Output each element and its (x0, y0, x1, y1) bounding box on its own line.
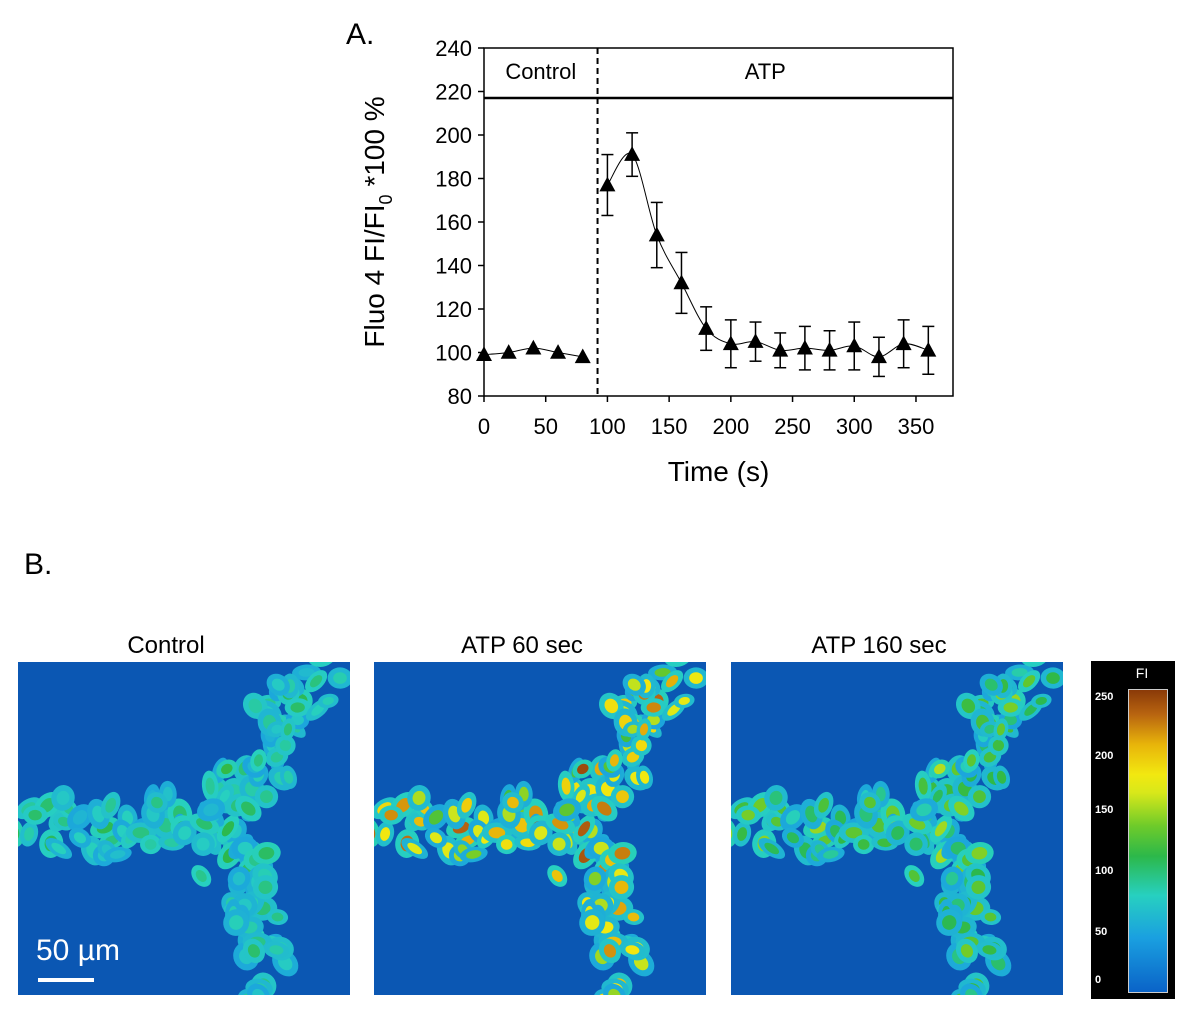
data-point-triangle (895, 335, 912, 351)
y-tick-label: 200 (435, 123, 472, 148)
x-tick-label: 100 (589, 414, 626, 439)
control-annotation: Control (505, 59, 576, 84)
micrograph-atp-60-sec (374, 662, 706, 995)
fluo4-time-course-chart: 80 100 120 140 160 180 200 220 240 0 50 100 150 200 25… (359, 36, 954, 487)
colorbar-tick: 250 (1095, 691, 1114, 703)
scale-bar (38, 978, 94, 982)
data-point-triangle (821, 341, 838, 357)
panel-b-label: B. (24, 548, 53, 581)
colorbar-title: FI (1135, 665, 1149, 681)
colorbar-gradient (1128, 689, 1168, 993)
y-tick-label: 140 (435, 254, 472, 279)
image-title-atp-60: ATP 60 sec (461, 632, 583, 659)
data-point-triangle (476, 346, 492, 361)
y-axis-title: Fluo 4 FI/FI0 *100 % (359, 96, 396, 347)
data-point-triangle (648, 226, 665, 242)
colorbar-tick: 200 (1095, 750, 1114, 762)
x-axis-title: Time (s) (668, 456, 770, 487)
colorbar: FI 250 200 150 100 50 0 (1091, 661, 1175, 999)
colorbar-tick: 150 (1095, 804, 1114, 816)
data-point-triangle (550, 344, 567, 359)
y-tick-label: 80 (448, 384, 472, 409)
data-point-triangle (525, 339, 542, 355)
y-tick-label: 220 (435, 80, 472, 105)
x-tick-label: 0 (478, 414, 490, 439)
data-point-triangle (500, 344, 517, 359)
data-point-triangle (624, 146, 641, 161)
y-tick-label: 120 (435, 297, 472, 322)
data-point-triangle (599, 176, 616, 192)
colorbar-tick: 0 (1095, 974, 1102, 986)
data-point-triangle (747, 333, 764, 348)
y-tick-label: 240 (435, 36, 472, 61)
data-point-triangle (772, 341, 789, 357)
x-tick-label: 250 (774, 414, 811, 439)
y-tick-label: 100 (435, 341, 472, 366)
data-point-triangle (722, 335, 739, 351)
colorbar-tick: 100 (1095, 865, 1114, 877)
data-point-triangle (698, 320, 715, 335)
data-point-triangle (796, 339, 813, 355)
atp-annotation: ATP (745, 59, 786, 84)
x-tick-label: 200 (712, 414, 749, 439)
image-title-atp-160: ATP 160 sec (811, 632, 947, 659)
data-point-triangle (574, 348, 591, 364)
panel-a-label: A. (346, 18, 375, 51)
x-tick-label: 50 (533, 414, 557, 439)
x-tick-label: 300 (836, 414, 873, 439)
data-point-triangle (920, 341, 937, 357)
data-point-triangle (673, 274, 690, 290)
colorbar-tick: 50 (1095, 926, 1108, 938)
x-tick-label: 150 (651, 414, 688, 439)
y-tick-label: 160 (435, 210, 472, 235)
series-line-atp (607, 152, 929, 358)
micrograph-control (18, 662, 350, 995)
micrograph-atp-160-sec (731, 662, 1063, 995)
plot-frame (483, 47, 954, 397)
data-point-triangle (846, 337, 863, 353)
scale-bar-label: 50 µm (36, 934, 120, 967)
x-tick-label: 350 (898, 414, 935, 439)
y-tick-label: 180 (435, 167, 472, 192)
image-title-control: Control (127, 632, 205, 659)
data-point-triangle (870, 348, 887, 364)
